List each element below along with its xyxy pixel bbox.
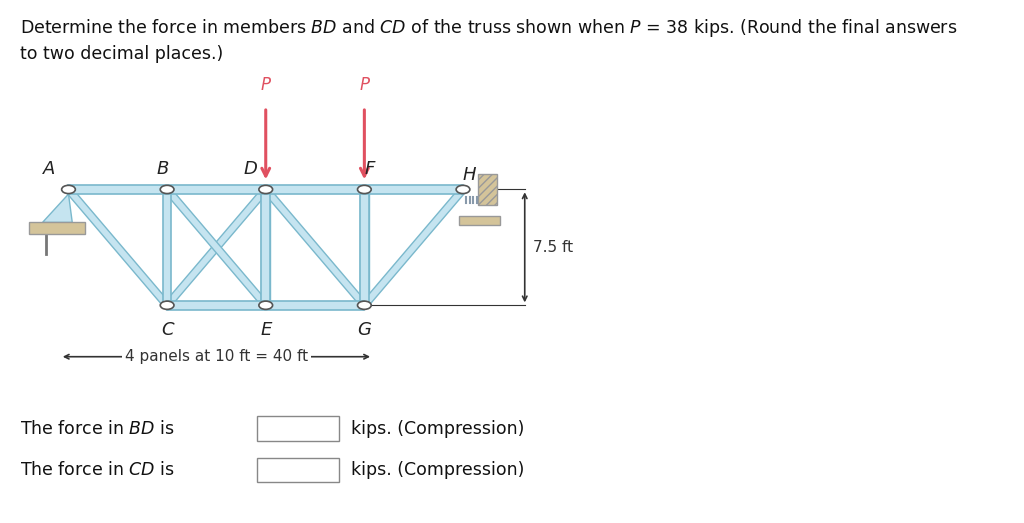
Text: to two decimal places.): to two decimal places.) [19, 46, 223, 63]
Polygon shape [262, 188, 369, 306]
FancyBboxPatch shape [167, 301, 365, 310]
Polygon shape [65, 188, 171, 306]
FancyBboxPatch shape [163, 189, 171, 305]
Circle shape [456, 185, 470, 194]
FancyBboxPatch shape [257, 416, 339, 441]
Text: kips. (Compression): kips. (Compression) [351, 461, 525, 479]
FancyBboxPatch shape [261, 189, 270, 305]
Circle shape [357, 185, 372, 194]
Polygon shape [360, 189, 369, 305]
Text: G: G [357, 321, 372, 339]
Circle shape [259, 301, 272, 310]
Circle shape [61, 185, 76, 194]
Text: P: P [359, 76, 370, 94]
Text: 7.5 ft: 7.5 ft [534, 240, 573, 255]
Text: Determine the force in members $\mathit{BD}$ and $\mathit{CD}$ of the truss show: Determine the force in members $\mathit{… [19, 17, 957, 39]
Circle shape [357, 301, 372, 310]
Text: B: B [157, 160, 169, 178]
Circle shape [160, 301, 174, 310]
Text: C: C [161, 321, 173, 339]
Polygon shape [261, 189, 270, 305]
Circle shape [160, 185, 174, 194]
Text: D: D [244, 160, 257, 178]
FancyBboxPatch shape [360, 189, 369, 305]
FancyBboxPatch shape [257, 458, 339, 482]
Polygon shape [163, 188, 269, 306]
FancyBboxPatch shape [459, 215, 500, 225]
Polygon shape [163, 188, 269, 306]
Text: kips. (Compression): kips. (Compression) [351, 420, 525, 438]
FancyBboxPatch shape [478, 174, 498, 205]
Text: H: H [462, 166, 476, 184]
Text: F: F [365, 160, 375, 178]
Text: A: A [43, 160, 55, 178]
FancyBboxPatch shape [30, 222, 85, 234]
Polygon shape [360, 188, 467, 306]
Text: The force in $\mathit{BD}$ is: The force in $\mathit{BD}$ is [19, 420, 174, 438]
Text: P: P [261, 76, 270, 94]
FancyBboxPatch shape [69, 185, 463, 194]
Text: 4 panels at 10 ft = 40 ft: 4 panels at 10 ft = 40 ft [125, 349, 308, 364]
Polygon shape [43, 194, 73, 222]
Circle shape [259, 185, 272, 194]
Text: E: E [260, 321, 271, 339]
Text: The force in $\mathit{CD}$ is: The force in $\mathit{CD}$ is [19, 461, 174, 479]
